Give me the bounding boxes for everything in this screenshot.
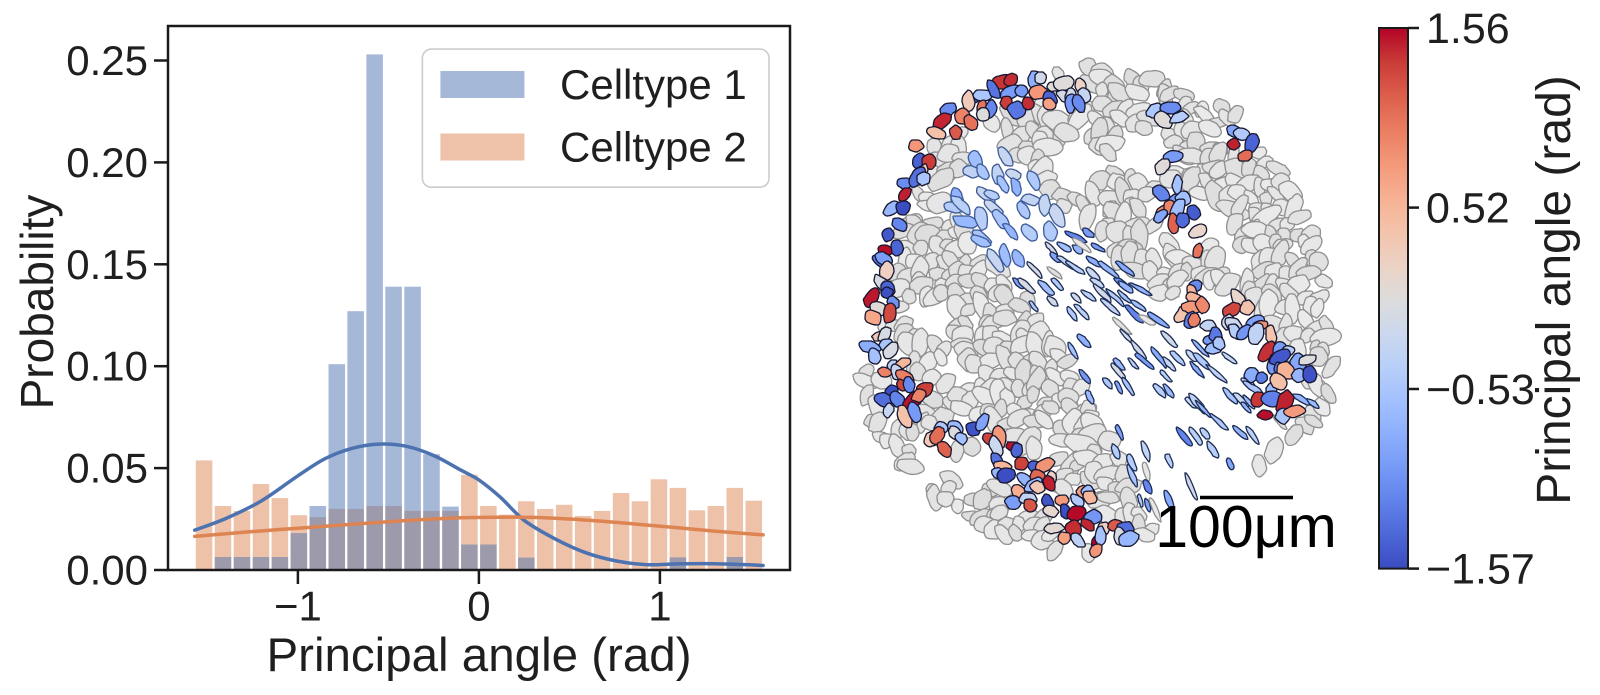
svg-text:0.05: 0.05 <box>66 445 148 492</box>
svg-text:−1: −1 <box>274 583 322 630</box>
svg-text:Celltype 1: Celltype 1 <box>560 61 747 108</box>
svg-text:0.20: 0.20 <box>66 139 148 186</box>
svg-text:0.25: 0.25 <box>66 37 148 84</box>
svg-text:1.56: 1.56 <box>1426 5 1510 53</box>
svg-text:Probability: Probability <box>11 195 63 410</box>
svg-text:−0.53: −0.53 <box>1426 366 1535 414</box>
svg-text:0.15: 0.15 <box>66 241 148 288</box>
svg-text:Principal angle (rad): Principal angle (rad) <box>1528 75 1581 505</box>
svg-text:0: 0 <box>467 583 490 630</box>
svg-text:Principal angle (rad): Principal angle (rad) <box>266 629 691 682</box>
svg-text:Celltype 2: Celltype 2 <box>560 124 747 171</box>
svg-text:0.00: 0.00 <box>66 547 148 594</box>
svg-text:1: 1 <box>648 583 671 630</box>
svg-text:−1.57: −1.57 <box>1426 545 1535 593</box>
svg-text:0.52: 0.52 <box>1426 184 1510 232</box>
svg-text:0.10: 0.10 <box>66 343 148 390</box>
svg-text:100μm: 100μm <box>1155 494 1337 560</box>
